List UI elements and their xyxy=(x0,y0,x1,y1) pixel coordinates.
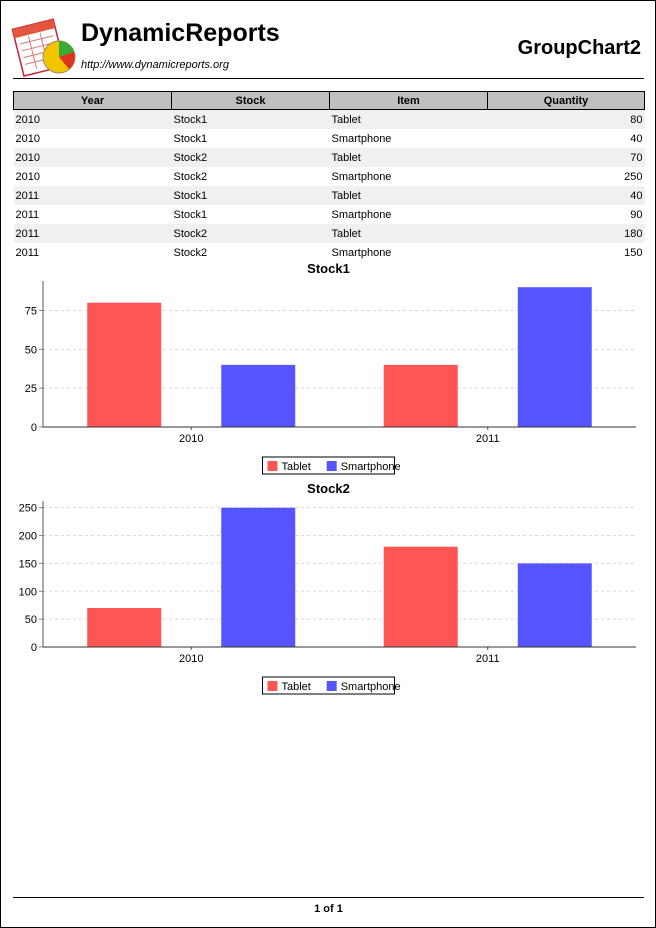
bar-smartphone-2010 xyxy=(221,364,296,427)
y-tick-label: 25 xyxy=(25,383,37,395)
cell-year: 2010 xyxy=(15,132,40,145)
cell-quantity: 40 xyxy=(630,132,643,145)
cell-item: Tablet xyxy=(329,109,488,129)
stock1-chart: Stock1 0 25 50 75 2010 2011 Tablet Smartphone xyxy=(25,261,636,475)
cell-stock: Stock1 xyxy=(171,186,330,205)
cell-quantity: 40 xyxy=(487,186,645,205)
stock2-chart: Stock2 0 50 100 150 200 250 2010 2011 Tablet Smart… xyxy=(19,481,636,695)
bar-tablet-2011 xyxy=(383,364,458,427)
cell-stock: Stock1 xyxy=(173,132,208,145)
table-row: 2011 Stock1 Tablet 40 xyxy=(13,186,645,205)
cell-stock: Stock2 xyxy=(173,246,208,259)
bar-smartphone-2010 xyxy=(221,507,296,647)
legend-swatch-smartphone xyxy=(326,461,337,471)
cell-year: 2011 xyxy=(13,224,172,243)
y-tick-label: 50 xyxy=(25,344,37,356)
y-tick-label: 100 xyxy=(19,586,37,598)
cell-year: 2011 xyxy=(15,208,40,221)
legend-label-tablet: Tablet xyxy=(282,681,311,693)
cell-item: Tablet xyxy=(329,224,488,243)
chart-legend: Tablet Smartphone xyxy=(262,676,401,695)
x-tick-label: 2010 xyxy=(179,653,203,665)
cell-stock: Stock1 xyxy=(171,109,330,129)
report-title: GroupChart2 xyxy=(517,37,641,59)
y-tick-label: 0 xyxy=(31,422,37,434)
cell-item: Smartphone xyxy=(331,208,392,221)
header-rule xyxy=(13,78,644,79)
cell-quantity: 70 xyxy=(487,148,645,167)
brand-url: http://www.dynamicreports.org xyxy=(81,59,229,71)
cell-quantity: 90 xyxy=(630,208,643,221)
bar-tablet-2010 xyxy=(87,302,162,427)
column-header-year: Year xyxy=(13,91,172,110)
table-header-row: Year Stock Item Quantity xyxy=(13,91,645,110)
cell-quantity: 180 xyxy=(487,224,645,243)
cell-stock: Stock2 xyxy=(171,148,330,167)
data-table: Year Stock Item Quantity 2010 Stock1 Tab… xyxy=(13,91,645,262)
legend-label-smartphone: Smartphone xyxy=(341,681,401,693)
legend-label-tablet: Tablet xyxy=(282,461,311,473)
table-row: 2011 Stock1 Smartphone 90 xyxy=(14,205,645,224)
cell-stock: Stock1 xyxy=(173,208,208,221)
column-header-item: Item xyxy=(329,91,488,110)
cell-year: 2011 xyxy=(13,186,172,205)
table-row: 2010 Stock1 Tablet 80 xyxy=(13,109,645,129)
y-tick-label: 250 xyxy=(19,503,37,515)
x-tick-label: 2011 xyxy=(476,653,500,665)
cell-quantity: 150 xyxy=(624,246,643,259)
page-number: 1 of 1 xyxy=(314,903,343,915)
cell-stock: Stock2 xyxy=(173,170,208,183)
cell-item: Smartphone xyxy=(331,170,392,183)
legend-swatch-tablet xyxy=(267,681,278,691)
table-row: 2010 Stock2 Smartphone 250 xyxy=(14,167,645,186)
cell-stock: Stock2 xyxy=(171,224,330,243)
cell-year: 2011 xyxy=(15,246,40,259)
table-row: 2011 Stock2 Smartphone 150 xyxy=(14,243,645,262)
cell-year: 2010 xyxy=(15,170,40,183)
y-tick-label: 50 xyxy=(25,614,37,626)
chart-legend: Tablet Smartphone xyxy=(262,456,401,475)
table-row: 2010 Stock1 Smartphone 40 xyxy=(14,129,645,148)
x-tick-label: 2011 xyxy=(476,433,500,445)
bar-tablet-2011 xyxy=(383,546,458,647)
legend-label-smartphone: Smartphone xyxy=(341,461,401,473)
legend-swatch-tablet xyxy=(267,461,278,471)
y-tick-label: 200 xyxy=(19,531,37,543)
footer-rule xyxy=(13,897,644,898)
table-row: 2011 Stock2 Tablet 180 xyxy=(13,224,645,243)
y-tick-label: 0 xyxy=(31,642,37,654)
bar-tablet-2010 xyxy=(87,607,162,647)
brand-name: DynamicReports xyxy=(81,19,280,47)
chart-title: Stock2 xyxy=(307,481,350,496)
cell-item: Smartphone xyxy=(331,132,392,145)
cell-year: 2010 xyxy=(13,148,172,167)
y-tick-label: 150 xyxy=(19,558,37,570)
table-row: 2010 Stock2 Tablet 70 xyxy=(13,148,645,167)
cell-item: Smartphone xyxy=(331,246,392,259)
chart-title: Stock1 xyxy=(307,261,350,276)
cell-item: Tablet xyxy=(329,148,488,167)
cell-quantity: 250 xyxy=(624,170,643,183)
legend-swatch-smartphone xyxy=(326,681,337,691)
column-header-quantity: Quantity xyxy=(487,91,645,110)
dynamicreports-logo-icon xyxy=(11,18,76,77)
cell-quantity: 80 xyxy=(487,109,645,129)
cell-item: Tablet xyxy=(329,186,488,205)
column-header-stock: Stock xyxy=(171,91,330,110)
x-tick-label: 2010 xyxy=(179,433,203,445)
bar-smartphone-2011 xyxy=(517,287,592,427)
y-tick-label: 75 xyxy=(25,306,37,318)
cell-year: 2010 xyxy=(13,109,172,129)
bar-smartphone-2011 xyxy=(517,563,592,647)
